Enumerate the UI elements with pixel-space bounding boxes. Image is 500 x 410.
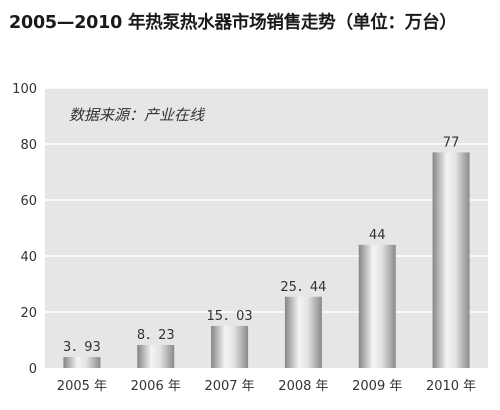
y-tick-label: 40	[20, 250, 37, 265]
data-label-5: 77	[443, 135, 460, 150]
y-tick-label: 60	[20, 194, 37, 209]
bar-0	[63, 356, 101, 368]
bar-2	[211, 325, 249, 368]
data-label-4: 44	[369, 228, 386, 243]
chart-title: 2005—2010 年热泵热水器市场销售走势（单位：万台）	[9, 13, 457, 33]
bar-1	[137, 344, 175, 368]
y-tick-label: 20	[20, 306, 37, 321]
data-label-1: 8．23	[137, 328, 175, 343]
bar-5	[432, 152, 470, 368]
bars: 3．93 8．23 15．03 25．44 44 77	[63, 135, 470, 368]
x-tick-label-5: 2010 年	[426, 379, 476, 394]
data-source-note: 数据来源：产业在线	[69, 106, 206, 124]
data-label-2: 15．03	[207, 309, 253, 324]
y-tick-label: 100	[12, 82, 37, 97]
gridlines	[45, 87, 488, 313]
x-tick-label-0: 2005 年	[57, 379, 107, 394]
bar-3	[284, 296, 322, 368]
x-axis-ticks: 2005 年 2006 年 2007 年 2008 年 2009 年 2010 年	[57, 379, 476, 394]
y-tick-label: 0	[29, 362, 37, 377]
x-tick-label-1: 2006 年	[131, 379, 181, 394]
data-label-0: 3．93	[63, 340, 101, 355]
plot-area	[45, 88, 488, 368]
y-axis-ticks: 0 20 40 60 80 100	[12, 82, 37, 377]
x-tick-label-2: 2007 年	[204, 379, 254, 394]
x-tick-label-4: 2009 年	[352, 379, 402, 394]
data-label-3: 25．44	[280, 280, 326, 295]
y-tick-label: 80	[20, 138, 37, 153]
bar-4	[358, 244, 396, 368]
x-tick-label-3: 2008 年	[278, 379, 328, 394]
